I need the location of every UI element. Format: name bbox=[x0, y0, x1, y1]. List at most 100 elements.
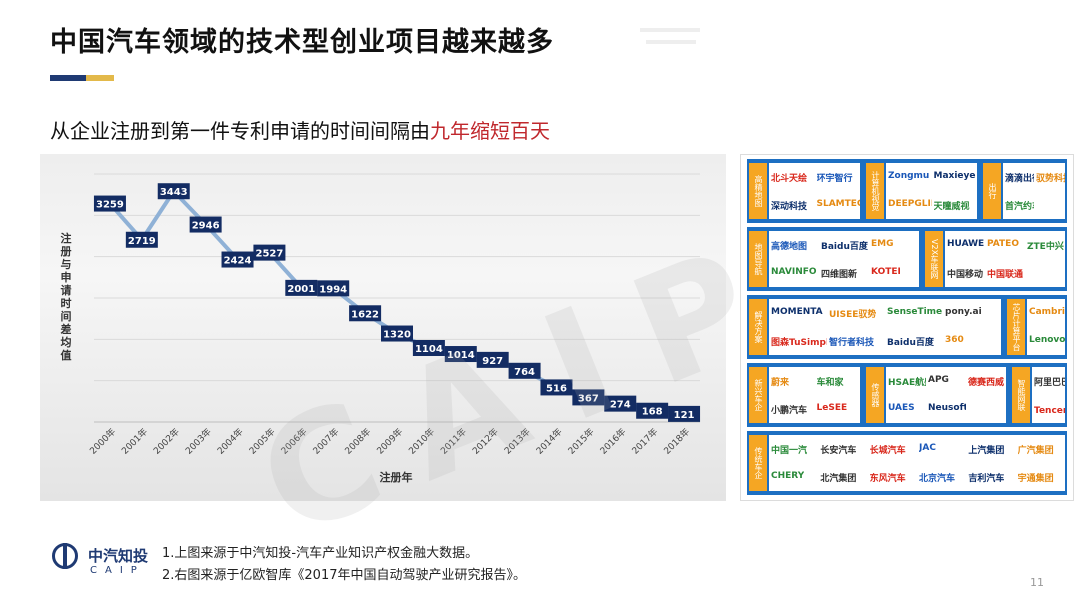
brand-logo: 宇通集团 bbox=[1017, 474, 1054, 484]
logo-category-label: 高精地图 bbox=[749, 163, 767, 219]
chart-panel: 注册与申请时间差均值 3259 2719 3443 2946 2424 2527 2001 1… bbox=[40, 154, 726, 501]
data-point: 927 bbox=[476, 351, 509, 368]
data-point-marker bbox=[476, 351, 509, 368]
brand-logo: HUAWEI bbox=[947, 239, 985, 249]
title-accent-navy bbox=[50, 75, 86, 81]
brand-logo: 上汽集团 bbox=[968, 446, 1005, 456]
logo-row: 高精地图 北斗天绘 环宇智行 深动科技 SLAMTEC 计算机视觉 Zongmu Maxiey… bbox=[747, 159, 1067, 223]
logo-group: 高德地图 Baidu百度 EMG NAVINFO 四维图新 KOTEI bbox=[769, 231, 919, 287]
brand-logo: 吉利汽车 bbox=[968, 474, 1005, 484]
brand-logo: 长安汽车 bbox=[820, 446, 857, 456]
brand-logo: Baidu百度 bbox=[821, 242, 868, 252]
data-label: 168 bbox=[642, 407, 663, 418]
data-point-marker bbox=[253, 244, 286, 261]
brand-logo: Neusoft bbox=[928, 403, 966, 413]
logo-category-label: 传统车企 bbox=[749, 435, 767, 491]
brand-logo: UAES bbox=[888, 403, 915, 413]
x-axis-label: 注册年 bbox=[380, 470, 413, 484]
data-point-marker bbox=[93, 195, 126, 212]
brand-logo: KOTEI bbox=[871, 267, 901, 277]
brand-logo: ZTE中兴 bbox=[1027, 242, 1064, 252]
logo-row: 传统车企 中国一汽 长安汽车 长城汽车 JAC 上汽集团 广汽集团 CHERY 北汽集团 东风汽车… bbox=[747, 431, 1067, 495]
page-number: 11 bbox=[1030, 576, 1044, 589]
data-point-marker bbox=[349, 305, 382, 322]
brand-logo: 长城汽车 bbox=[869, 446, 906, 456]
data-label: 274 bbox=[610, 400, 631, 411]
brand-logo: 高德地图 bbox=[771, 242, 808, 252]
logo-category-label: V2X车联网 bbox=[925, 231, 943, 287]
logo-group: 滴滴出行驭势科技首汽约车 bbox=[1003, 163, 1065, 219]
x-tick-label: 2009年 bbox=[374, 426, 405, 457]
x-tick-label: 2000年 bbox=[87, 426, 118, 457]
data-point: 3443 bbox=[157, 183, 190, 200]
data-point-marker bbox=[636, 402, 669, 419]
logo-category-label: 地图导航 bbox=[749, 231, 767, 287]
data-point: 516 bbox=[540, 379, 573, 396]
data-point: 764 bbox=[508, 362, 541, 379]
x-tick-layer: 2000年 2001年 2002年 2003年 2004年 2005年 2006年 2007年… bbox=[87, 426, 692, 457]
data-label: 1014 bbox=[447, 350, 475, 361]
brand-logo: LeSEE bbox=[816, 403, 848, 413]
data-point: 1622 bbox=[349, 305, 382, 322]
brand-logo: 首汽约车 bbox=[1005, 202, 1034, 212]
brand-logo: JAC bbox=[919, 443, 936, 453]
data-label: 764 bbox=[514, 367, 535, 378]
data-point: 1104 bbox=[412, 340, 445, 357]
brand-logo: 驭势科技 bbox=[1036, 174, 1065, 184]
data-label: 2527 bbox=[255, 249, 283, 260]
brand-logo: 深动科技 bbox=[771, 202, 808, 212]
data-label: 1994 bbox=[319, 284, 347, 295]
brand-logo: 中国联通 bbox=[987, 270, 1024, 280]
logo-group: Cambricon Lenovo bbox=[1027, 299, 1065, 355]
source-note-1: 1.上图来源于中汽知投-汽车产业知识产权金融大数据。 bbox=[162, 546, 479, 561]
brand-logo: 广汽集团 bbox=[1017, 446, 1054, 456]
logo-group: 中国一汽 长安汽车 长城汽车 JAC 上汽集团 广汽集团 CHERY 北汽集团 东风汽车 北京汽车… bbox=[769, 435, 1065, 491]
brand-logo: pony.ai bbox=[945, 307, 982, 317]
data-point: 168 bbox=[636, 402, 669, 419]
brand-logo: 小鹏汽车 bbox=[771, 406, 808, 416]
data-point-marker bbox=[157, 183, 190, 200]
brand-logo: APG bbox=[928, 375, 949, 385]
logo-category-label: 解决方案 bbox=[749, 299, 767, 355]
y-axis-label: 注册与申请时间差均值 bbox=[61, 231, 72, 362]
brand-logo: 北斗天绘 bbox=[771, 174, 808, 184]
brand-logo: Zongmu bbox=[888, 171, 930, 181]
data-label: 2946 bbox=[192, 221, 220, 232]
page-title: 中国汽车领域的技术型创业项目越来越多 bbox=[50, 27, 554, 58]
logo-category-label: 芯片计算平台 bbox=[1007, 299, 1025, 355]
brand-logo: SenseTime bbox=[887, 307, 943, 317]
brand-logo: 北汽集团 bbox=[820, 474, 857, 484]
brand-logo: 环宇智行 bbox=[816, 174, 853, 184]
x-tick-label: 2011年 bbox=[438, 426, 469, 457]
brand-logo: HSAE航盛 bbox=[888, 378, 926, 388]
brand-logo: Tencent腾讯 bbox=[1034, 406, 1065, 416]
brand-logo: Maxieye bbox=[933, 171, 976, 181]
data-point: 1014 bbox=[444, 346, 477, 363]
data-point-marker bbox=[412, 340, 445, 357]
logo-row: 地图导航 高德地图 Baidu百度 EMG NAVINFO 四维图新 KOTEI V2X车联网… bbox=[747, 227, 1067, 291]
data-label: 927 bbox=[482, 356, 503, 367]
logo-group: HUAWEI PATEO ZTE中兴 中国移动 中国联通 bbox=[945, 231, 1065, 287]
data-point: 2527 bbox=[253, 244, 286, 261]
data-label: 1320 bbox=[383, 330, 411, 341]
data-point: 2719 bbox=[125, 231, 158, 248]
brand-logo: 智行者科技 bbox=[829, 338, 875, 348]
data-point: 367 bbox=[572, 389, 605, 406]
data-label: 2001 bbox=[287, 284, 315, 295]
logo-category-label: 传感器 bbox=[866, 367, 884, 423]
x-tick-label: 2008年 bbox=[342, 426, 373, 457]
x-tick-label: 2004年 bbox=[215, 426, 246, 457]
data-label: 3443 bbox=[160, 187, 188, 198]
x-tick-label: 2007年 bbox=[310, 426, 341, 457]
x-tick-label: 2013年 bbox=[502, 426, 533, 457]
data-point-marker bbox=[540, 379, 573, 396]
logo-grid: 高精地图 北斗天绘 环宇智行 深动科技 SLAMTEC 计算机视觉 Zongmu Maxiey… bbox=[741, 155, 1073, 500]
footer-brand-cn: 中汽知投 bbox=[88, 547, 149, 565]
data-point: 2424 bbox=[221, 251, 254, 268]
data-point-marker bbox=[381, 325, 413, 342]
data-label: 3259 bbox=[96, 200, 124, 211]
x-tick-label: 2005年 bbox=[246, 426, 277, 457]
